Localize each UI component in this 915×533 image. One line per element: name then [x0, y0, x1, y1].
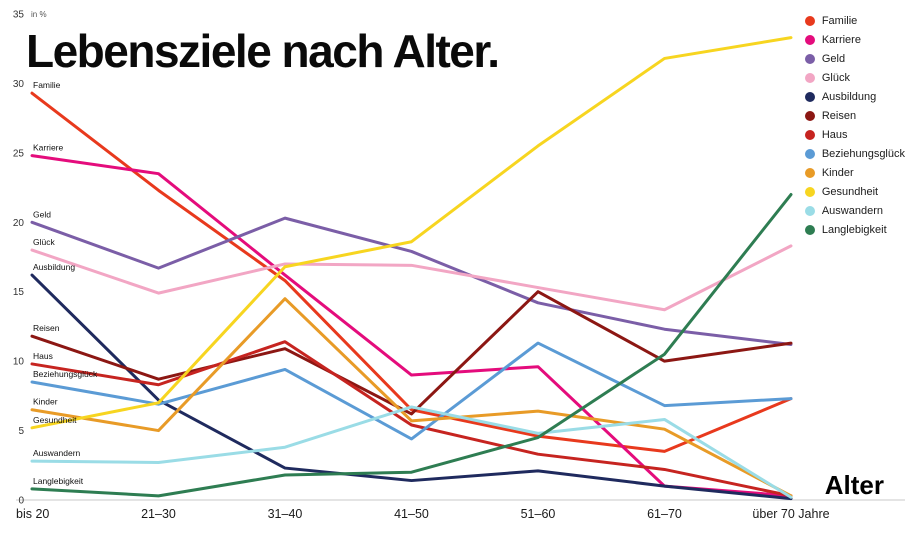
- legend-item-gesundheit: Gesundheit: [804, 186, 905, 198]
- legend-dot-familie: [804, 16, 815, 26]
- series-line-geld: [30, 216, 793, 346]
- series-line-kinder: [30, 297, 793, 498]
- legend-item-reisen: Reisen: [804, 110, 905, 122]
- x-tick-label: 31–40: [268, 507, 303, 521]
- legend-label-geld: Geld: [821, 53, 846, 65]
- series-start-label-familie: Familie: [33, 80, 61, 90]
- y-tick-label: 5: [18, 426, 24, 437]
- y-tick-label: 30: [13, 79, 25, 90]
- legend-dot-gesundheit: [804, 187, 815, 197]
- legend-label-reisen: Reisen: [821, 110, 857, 122]
- legend-item-ausbildung: Ausbildung: [804, 91, 905, 103]
- legend-label-karriere: Karriere: [821, 34, 861, 46]
- series-line-haus: [30, 340, 793, 498]
- series-line-familie: [30, 91, 793, 453]
- legend-item-gl-ck: Glück: [804, 72, 905, 84]
- x-tick-label: 51–60: [521, 507, 556, 521]
- legend-item-beziehungsgl-ck: Beziehungsglück: [804, 148, 905, 160]
- x-tick-label: 41–50: [394, 507, 429, 521]
- legend-dot-haus: [804, 130, 815, 140]
- series-start-label-auswandern: Auswandern: [33, 448, 81, 458]
- legend-label-gl-ck: Glück: [821, 72, 850, 84]
- legend-label-haus: Haus: [821, 129, 848, 141]
- series-start-label-geld: Geld: [33, 209, 51, 219]
- legend-dot-geld: [804, 54, 815, 64]
- legend-dot-karriere: [804, 35, 815, 45]
- legend-label-langlebigkeit: Langlebigkeit: [821, 224, 887, 236]
- legend-label-ausbildung: Ausbildung: [821, 91, 877, 103]
- legend-label-familie: Familie: [821, 15, 858, 27]
- x-tick-label: über 70 Jahre: [752, 507, 829, 521]
- series-start-label-karriere: Karriere: [33, 143, 64, 153]
- legend-item-langlebigkeit: Langlebigkeit: [804, 224, 905, 236]
- legend-dot-gl-ck: [804, 73, 815, 83]
- series-line-auswandern: [30, 405, 793, 499]
- legend-item-familie: Familie: [804, 15, 905, 27]
- series-line-reisen: [30, 290, 793, 416]
- legend-dot-kinder: [804, 168, 815, 178]
- series-line-langlebigkeit: [30, 193, 793, 498]
- legend-item-auswandern: Auswandern: [804, 205, 905, 217]
- legend-dot-beziehungsgl-ck: [804, 149, 815, 159]
- y-tick-label: 25: [13, 148, 25, 159]
- legend-dot-reisen: [804, 111, 815, 121]
- series-start-label-ausbildung: Ausbildung: [33, 262, 75, 272]
- series-start-label-beziehungsgl-ck: Beziehungsglück: [33, 369, 98, 379]
- y-tick-label: 20: [13, 218, 25, 229]
- legend-dot-langlebigkeit: [804, 225, 815, 235]
- chart-title: Lebensziele nach Alter.: [26, 25, 500, 77]
- legend-item-kinder: Kinder: [804, 167, 905, 179]
- legend: Familie Karriere Geld Glück Ausbildung Reisen…: [804, 15, 905, 236]
- y-axis-unit-label: in %: [31, 10, 47, 19]
- series-line-ausbildung: [30, 273, 793, 501]
- legend-item-haus: Haus: [804, 129, 905, 141]
- y-tick-label: 10: [13, 357, 25, 368]
- series-start-label-langlebigkeit: Langlebigkeit: [33, 476, 84, 486]
- series-start-label-gl-ck: Glück: [33, 237, 55, 247]
- series-start-label-gesundheit: Gesundheit: [33, 415, 77, 425]
- series-start-label-haus: Haus: [33, 351, 53, 361]
- y-tick-label: 15: [13, 287, 25, 298]
- series-line-gesundheit: [30, 36, 793, 430]
- y-tick-label: 35: [13, 10, 25, 21]
- legend-label-auswandern: Auswandern: [821, 205, 883, 217]
- y-tick-label: 0: [18, 496, 24, 507]
- legend-item-geld: Geld: [804, 53, 905, 65]
- x-tick-label: 21–30: [141, 507, 176, 521]
- series-line-gl-ck: [30, 244, 793, 312]
- legend-dot-auswandern: [804, 206, 815, 216]
- x-tick-label: bis 20: [16, 507, 49, 521]
- series-start-label-reisen: Reisen: [33, 323, 60, 333]
- x-tick-label: 61–70: [647, 507, 682, 521]
- legend-item-karriere: Karriere: [804, 34, 905, 46]
- legend-label-kinder: Kinder: [821, 167, 854, 179]
- legend-label-gesundheit: Gesundheit: [821, 186, 879, 198]
- series-start-label-kinder: Kinder: [33, 397, 58, 407]
- legend-dot-ausbildung: [804, 92, 815, 102]
- x-axis-title: Alter: [825, 470, 884, 500]
- legend-label-beziehungsgl-ck: Beziehungsglück: [821, 148, 905, 160]
